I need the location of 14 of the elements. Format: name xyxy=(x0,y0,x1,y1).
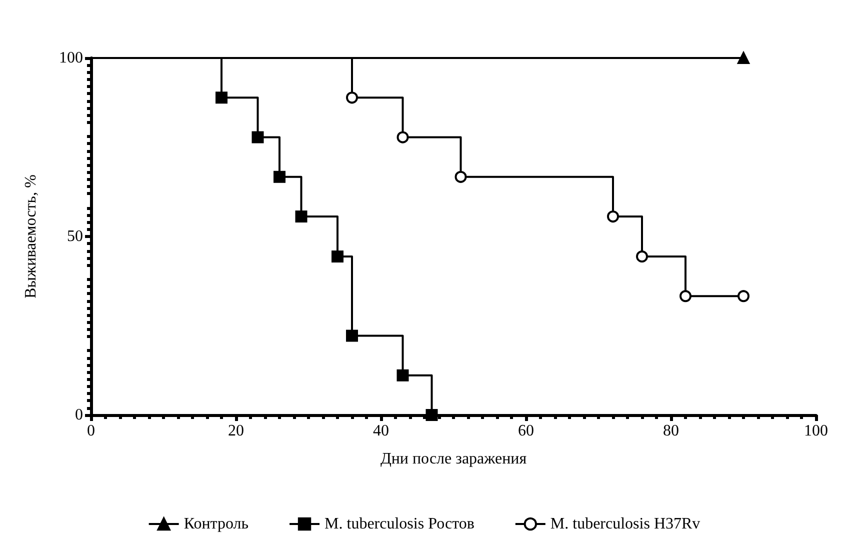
x-tick-label: 60 xyxy=(518,422,534,440)
x-axis-title: Дни после заражения xyxy=(380,450,528,468)
y-tick-label: 50 xyxy=(67,228,83,245)
x-tick-label: 40 xyxy=(373,422,389,440)
y-tick-label: 0 xyxy=(75,406,83,424)
x-tick-label: 100 xyxy=(804,422,828,440)
x-tick-label: 80 xyxy=(663,422,679,440)
legend-label: M. tuberculosis Ростов xyxy=(324,516,475,532)
legend-label: M. tuberculosis H37Rv xyxy=(550,516,700,532)
y-tick-label: 100 xyxy=(59,50,83,66)
x-tick-label: 20 xyxy=(228,422,244,440)
x-tick-label: 0 xyxy=(87,422,95,440)
y-axis-title: Выживаемость, % xyxy=(22,174,40,298)
legend-label: Контроль xyxy=(184,516,249,532)
